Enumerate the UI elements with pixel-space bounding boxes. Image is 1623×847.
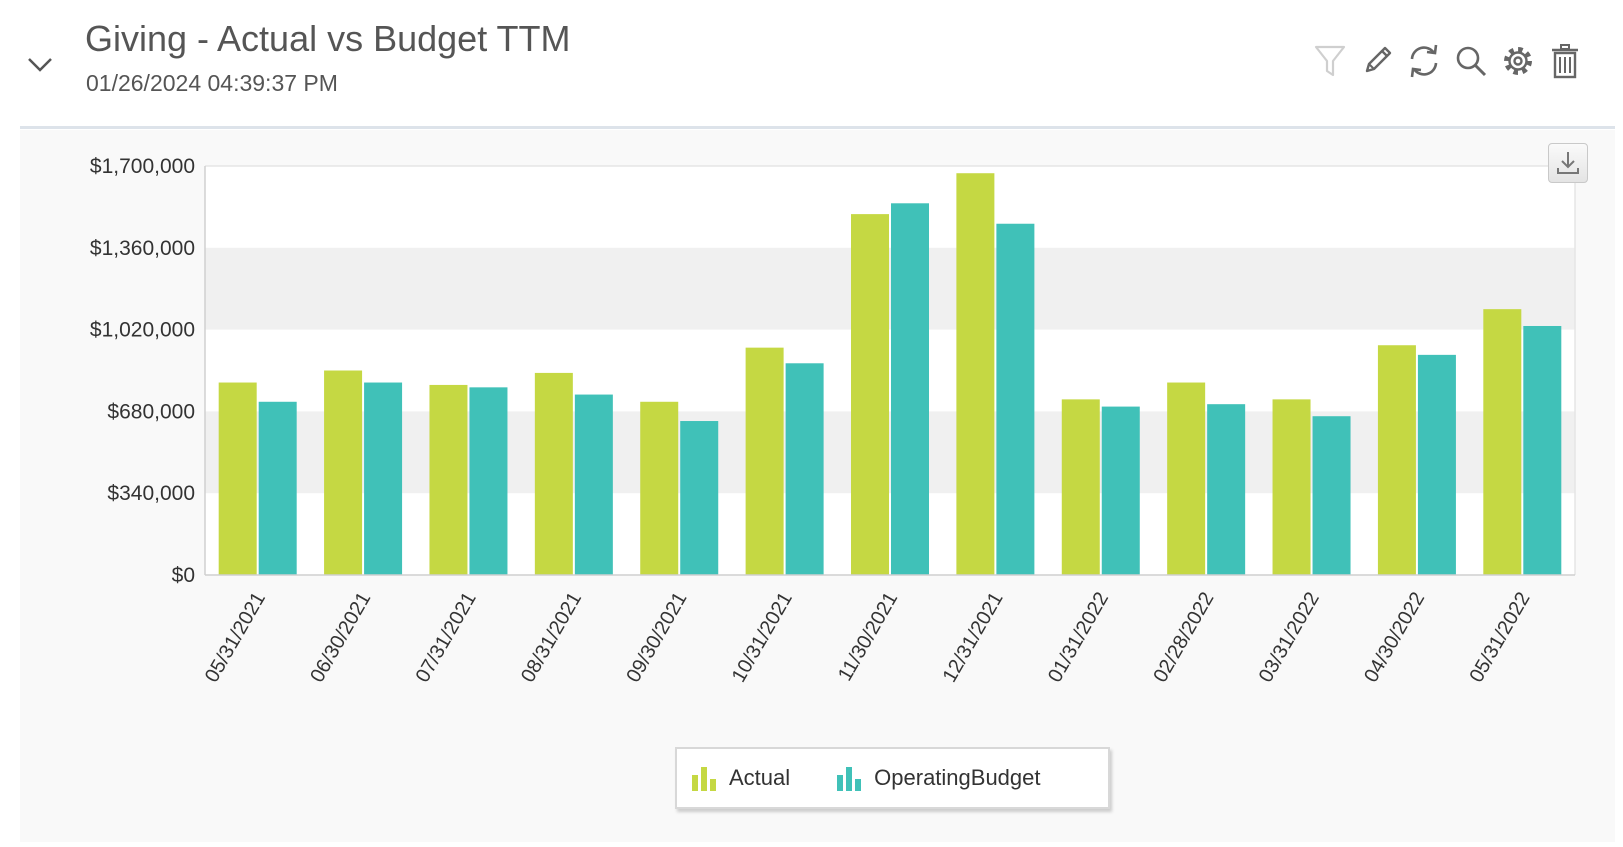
- widget-timestamp: 01/26/2024 04:39:37 PM: [86, 70, 338, 96]
- chevron-down-icon: [28, 58, 52, 72]
- x-tick-label: 07/31/2021: [412, 589, 481, 687]
- bar-actual: [640, 401, 679, 575]
- refresh-icon: [1410, 44, 1438, 78]
- bar-actual: [956, 173, 995, 575]
- bar-actual: [1483, 309, 1522, 575]
- search-icon: [1456, 46, 1487, 77]
- settings-button[interactable]: [1498, 40, 1538, 82]
- y-tick-label: $680,000: [107, 400, 195, 423]
- bar-actual: [324, 370, 363, 575]
- filter-button[interactable]: [1310, 40, 1350, 82]
- x-tick-label: 05/31/2022: [1466, 589, 1535, 687]
- x-tick-label: 01/31/2022: [1044, 589, 1113, 687]
- bar-actual: [534, 372, 573, 575]
- header-divider: [20, 126, 1615, 129]
- legend-bar-icon-operatingbudget: [837, 767, 862, 791]
- plot-band: [205, 411, 1575, 494]
- bar-operatingbudget: [1417, 354, 1456, 575]
- bar-operatingbudget: [258, 401, 297, 575]
- x-tick-label: 02/28/2022: [1149, 589, 1218, 687]
- delete-trash-icon: [1552, 44, 1578, 79]
- x-tick-label: 11/30/2021: [834, 589, 902, 685]
- bar-operatingbudget: [1101, 406, 1140, 575]
- bar-operatingbudget: [574, 394, 613, 575]
- collapse-toggle[interactable]: [20, 46, 60, 82]
- download-button[interactable]: [1548, 143, 1588, 183]
- bar-operatingbudget: [1523, 325, 1562, 575]
- bar-actual: [1061, 399, 1100, 575]
- bar-actual: [851, 214, 889, 575]
- filter-icon: [1314, 45, 1346, 77]
- bar-operatingbudget: [1207, 404, 1246, 575]
- x-tick-label: 03/31/2022: [1255, 589, 1324, 687]
- y-tick-label: $1,020,000: [90, 319, 195, 342]
- bar-operatingbudget: [996, 223, 1035, 575]
- bar-operatingbudget: [364, 382, 403, 575]
- widget-toolbar: [1310, 38, 1585, 84]
- plot-band: [205, 247, 1575, 330]
- legend-label-operatingbudget: OperatingBudget: [874, 765, 1041, 790]
- bar-actual: [1167, 382, 1206, 575]
- widget-title: Giving - Actual vs Budget TTM: [85, 18, 571, 59]
- bar-operatingbudget: [469, 387, 508, 575]
- bar-operatingbudget: [891, 203, 929, 575]
- x-tick-label: 06/30/2021: [306, 589, 375, 687]
- edit-pencil-icon: [1365, 46, 1392, 73]
- chart-legend: Actual OperatingBudget: [675, 747, 1110, 809]
- settings-gear-icon: [1504, 47, 1532, 75]
- x-tick-label: 12/31/2021: [939, 589, 1008, 687]
- x-tick-label: 10/31/2021: [728, 589, 797, 687]
- bar-operatingbudget: [1312, 416, 1351, 575]
- edit-button[interactable]: [1357, 40, 1397, 82]
- legend-item-operatingbudget[interactable]: OperatingBudget: [836, 765, 1041, 791]
- search-button[interactable]: [1451, 40, 1491, 82]
- refresh-button[interactable]: [1404, 40, 1444, 82]
- legend-bar-icon-actual: [692, 767, 716, 791]
- download-icon: [1557, 152, 1579, 174]
- plot-area: [205, 166, 1575, 575]
- bar-operatingbudget: [680, 421, 719, 575]
- bar-actual: [1377, 345, 1416, 575]
- y-tick-label: $1,700,000: [90, 155, 195, 178]
- bar-operatingbudget: [785, 363, 824, 575]
- widget-header: Giving - Actual vs Budget TTM 01/26/2024…: [0, 0, 1623, 128]
- bar-actual: [745, 347, 784, 575]
- y-tick-label: $0: [172, 564, 195, 587]
- delete-button[interactable]: [1545, 40, 1585, 82]
- legend-label-actual: Actual: [729, 765, 791, 790]
- y-tick-label: $340,000: [107, 482, 195, 505]
- x-tick-label: 08/31/2021: [517, 589, 586, 687]
- bar-actual: [429, 384, 468, 575]
- bar-actual: [1272, 399, 1311, 575]
- x-tick-label: 04/30/2022: [1360, 589, 1429, 687]
- bar-actual: [218, 382, 257, 575]
- legend-item-actual[interactable]: Actual: [691, 765, 790, 791]
- x-tick-label: 05/31/2021: [201, 589, 270, 687]
- y-tick-label: $1,360,000: [90, 237, 195, 260]
- x-tick-label: 09/30/2021: [622, 589, 691, 687]
